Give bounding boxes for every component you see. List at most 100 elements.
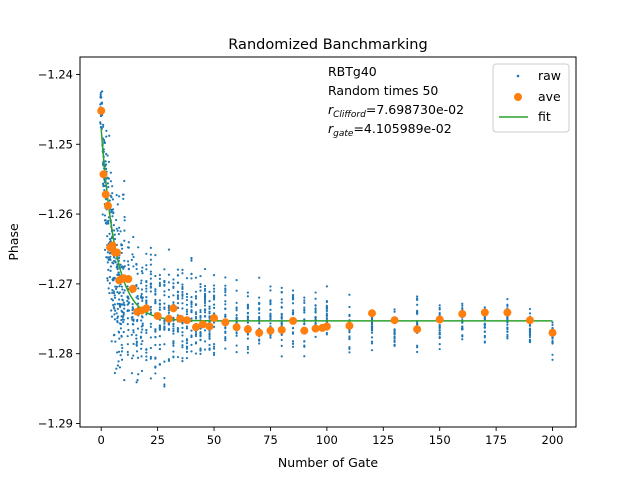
- raw-point: [158, 343, 161, 346]
- raw-point: [280, 355, 283, 358]
- raw-point: [167, 358, 171, 361]
- raw-point: [167, 311, 171, 315]
- raw-point: [551, 339, 554, 343]
- raw-point: [110, 340, 113, 343]
- raw-point: [185, 350, 189, 353]
- raw-point: [483, 334, 486, 338]
- raw-point: [116, 307, 120, 311]
- raw-point: [118, 298, 121, 301]
- raw-point: [167, 359, 171, 362]
- raw-point: [190, 329, 193, 332]
- raw-point: [149, 246, 152, 249]
- raw-point: [132, 235, 135, 239]
- annotation-line-1: RBTg40: [328, 64, 377, 79]
- raw-point: [102, 125, 105, 128]
- raw-point: [121, 346, 124, 350]
- raw-point: [123, 304, 126, 307]
- raw-point: [370, 336, 374, 339]
- ave-point: [97, 106, 106, 115]
- raw-point: [136, 327, 140, 330]
- raw-point: [203, 299, 207, 303]
- raw-point: [154, 302, 157, 305]
- raw-point: [199, 338, 202, 341]
- raw-point: [258, 302, 261, 305]
- raw-point: [158, 325, 161, 329]
- raw-point: [116, 203, 119, 206]
- raw-point: [158, 335, 161, 338]
- raw-point: [111, 261, 114, 264]
- raw-point: [145, 284, 148, 287]
- raw-point: [224, 307, 227, 310]
- raw-point: [176, 330, 180, 333]
- raw-point: [132, 354, 135, 357]
- raw-point: [108, 282, 111, 285]
- raw-point: [140, 294, 143, 298]
- legend-box: [492, 63, 570, 133]
- raw-point: [172, 332, 175, 335]
- raw-point: [203, 329, 207, 332]
- raw-point: [120, 285, 124, 288]
- raw-point: [280, 344, 283, 347]
- annotation: RBTg40 Random times 50 rClifford=7.69873…: [328, 64, 464, 139]
- raw-point: [393, 310, 396, 313]
- raw-point: [348, 293, 351, 296]
- plot-frame: [79, 56, 577, 428]
- ave-point: [503, 308, 512, 317]
- raw-point: [303, 299, 306, 302]
- raw-point: [551, 353, 554, 356]
- raw-point: [115, 285, 119, 288]
- raw-point: [483, 330, 486, 333]
- raw-point: [154, 298, 157, 302]
- raw-point: [181, 331, 184, 334]
- raw-point: [190, 334, 193, 337]
- raw-point: [208, 335, 211, 338]
- raw-point: [416, 298, 419, 301]
- raw-point: [185, 339, 189, 342]
- raw-point: [528, 338, 532, 341]
- raw-point: [181, 359, 184, 363]
- raw-point: [235, 279, 238, 282]
- raw-point: [132, 329, 135, 332]
- raw-point: [506, 321, 509, 324]
- raw-point: [190, 317, 193, 320]
- ave-point: [99, 170, 108, 179]
- raw-point: [190, 335, 193, 339]
- raw-point: [185, 356, 189, 360]
- raw-point: [163, 360, 166, 363]
- raw-point: [551, 341, 554, 344]
- raw-point: [190, 257, 193, 260]
- x-axis-label: Number of Gate: [278, 455, 378, 470]
- raw-point: [126, 350, 129, 354]
- raw-point: [116, 267, 119, 271]
- raw-point: [280, 333, 283, 336]
- raw-point: [119, 263, 122, 266]
- raw-point: [110, 309, 113, 312]
- raw-point: [314, 291, 317, 294]
- raw-point: [158, 283, 161, 286]
- raw-point: [172, 322, 175, 326]
- raw-point: [163, 290, 166, 293]
- raw-point: [438, 343, 441, 346]
- raw-point: [117, 232, 120, 236]
- raw-point: [135, 381, 138, 384]
- raw-point: [438, 336, 441, 339]
- raw-point: [194, 297, 198, 300]
- raw-point: [127, 309, 131, 312]
- raw-point: [163, 383, 166, 386]
- raw-point: [121, 303, 124, 306]
- x-tick-label: 150: [429, 433, 451, 447]
- raw-point: [121, 299, 124, 302]
- ave-point: [142, 304, 151, 313]
- raw-point: [176, 328, 180, 331]
- raw-point: [113, 371, 116, 375]
- raw-point: [163, 385, 166, 388]
- raw-point: [212, 342, 216, 346]
- raw-point: [258, 316, 261, 319]
- axis-ticks: 0 25 50 75 100 125 150 175 200 −1.24 −1.25 −1.26 −1.…: [38, 67, 564, 447]
- raw-point: [120, 251, 123, 255]
- raw-point: [303, 340, 306, 343]
- raw-point: [325, 285, 328, 288]
- raw-point: [172, 282, 175, 285]
- raw-point: [111, 185, 114, 188]
- raw-point: [127, 267, 130, 270]
